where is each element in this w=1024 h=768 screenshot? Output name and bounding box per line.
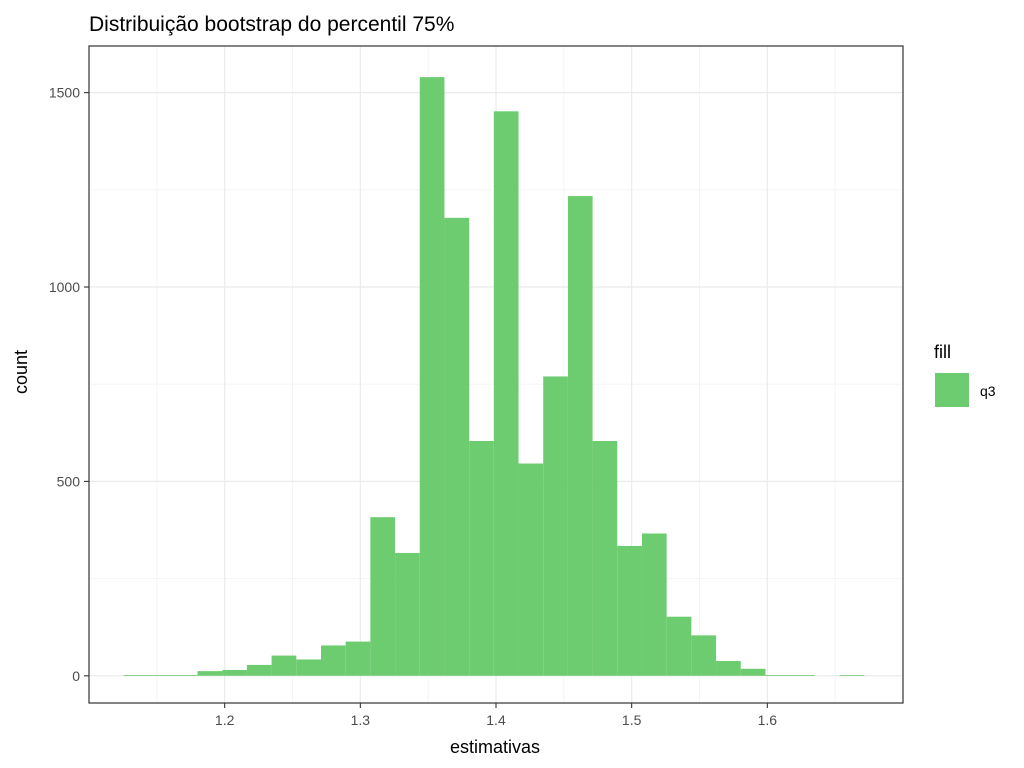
x-axis: 1.2 1.3 1.4 1.5 1.6 bbox=[215, 703, 777, 728]
histogram-bar bbox=[518, 463, 544, 676]
histogram-bar bbox=[617, 545, 642, 676]
histogram-bar bbox=[641, 533, 667, 676]
chart-title: Distribuição bootstrap do percentil 75% bbox=[89, 13, 454, 36]
y-tick-label: 1500 bbox=[49, 85, 80, 101]
plot-panel bbox=[88, 45, 904, 704]
x-tick-label: 1.4 bbox=[486, 712, 506, 728]
y-axis: 0 500 1000 1500 bbox=[49, 85, 89, 684]
histogram-bar bbox=[370, 517, 396, 676]
legend-title: fill bbox=[934, 342, 951, 362]
histogram-bar bbox=[222, 669, 247, 676]
histogram-bar bbox=[419, 77, 445, 676]
histogram-bar bbox=[790, 675, 815, 676]
histogram-bar bbox=[493, 111, 519, 676]
legend-key-q3 bbox=[935, 373, 969, 407]
histogram-bar bbox=[197, 671, 223, 676]
histogram-bar bbox=[148, 675, 173, 676]
histogram-bar bbox=[246, 664, 272, 676]
x-tick-label: 1.2 bbox=[215, 712, 235, 728]
y-axis-title: count bbox=[11, 350, 31, 394]
legend-label-q3: q3 bbox=[980, 383, 996, 399]
x-axis-title: estimativas bbox=[450, 737, 540, 757]
y-tick-label: 500 bbox=[57, 473, 81, 489]
histogram-bar bbox=[691, 635, 717, 676]
x-tick-label: 1.5 bbox=[622, 712, 642, 728]
histogram-bar bbox=[716, 661, 741, 676]
histogram-bars bbox=[123, 77, 865, 676]
x-tick-label: 1.6 bbox=[758, 712, 778, 728]
histogram-bar bbox=[543, 376, 568, 676]
histogram-bar bbox=[172, 675, 198, 676]
histogram-bar bbox=[123, 675, 149, 676]
histogram-bar bbox=[592, 440, 618, 676]
histogram-bar bbox=[320, 645, 346, 676]
x-tick-label: 1.3 bbox=[351, 712, 371, 728]
y-tick-label: 1000 bbox=[49, 279, 80, 295]
histogram-bar bbox=[839, 675, 865, 676]
histogram-bar bbox=[395, 552, 420, 676]
histogram-bar bbox=[567, 196, 593, 676]
histogram-bar bbox=[469, 440, 494, 676]
legend: fill q3 bbox=[934, 342, 996, 407]
histogram-bar bbox=[740, 668, 766, 676]
histogram-bar bbox=[271, 655, 297, 676]
histogram-bar bbox=[296, 659, 321, 676]
histogram-bar bbox=[444, 217, 470, 676]
y-tick-label: 0 bbox=[72, 668, 80, 684]
histogram-bar bbox=[765, 675, 791, 676]
histogram-bar bbox=[666, 616, 692, 676]
histogram-bar bbox=[345, 641, 371, 676]
